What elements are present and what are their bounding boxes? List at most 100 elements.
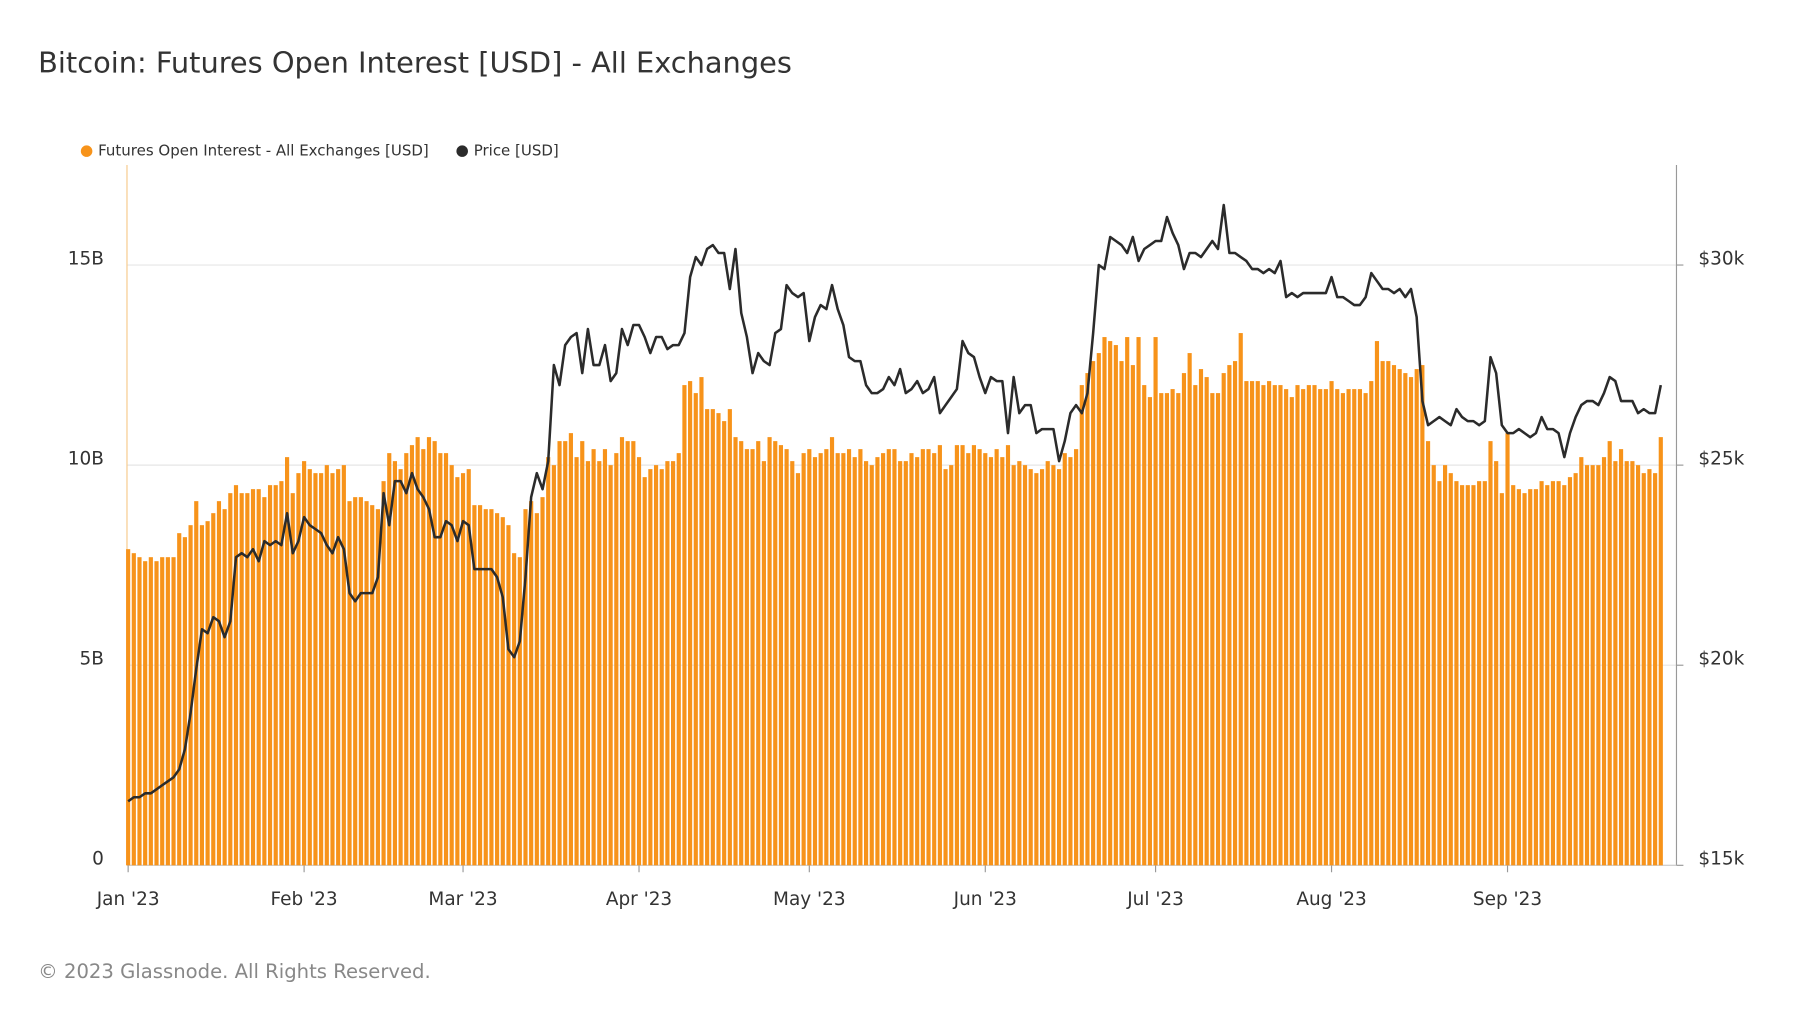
bar — [1596, 465, 1601, 866]
bar — [460, 473, 466, 866]
bar — [1357, 389, 1363, 866]
bar — [756, 441, 761, 866]
bar — [131, 553, 136, 866]
legend-label: Futures Open Interest - All Exchanges [U… — [98, 142, 429, 160]
bar — [1250, 381, 1255, 866]
bar — [1278, 385, 1283, 866]
bar — [1164, 393, 1170, 866]
chart-title: Bitcoin: Futures Open Interest [USD] - A… — [38, 46, 792, 80]
bar — [1238, 333, 1243, 866]
bar — [370, 505, 375, 866]
bar — [1653, 473, 1658, 866]
bar — [1522, 493, 1527, 866]
bar — [1074, 449, 1079, 866]
bar — [773, 441, 778, 866]
bar — [568, 433, 573, 866]
bar — [523, 509, 528, 866]
bar — [239, 493, 244, 866]
bar — [1443, 465, 1448, 866]
bar — [580, 441, 585, 866]
bar — [824, 449, 829, 866]
bar — [256, 489, 261, 866]
bar — [835, 453, 840, 866]
bar — [421, 449, 426, 866]
bar — [1494, 461, 1499, 866]
bar — [1062, 453, 1067, 866]
bar — [1386, 361, 1391, 866]
bar — [807, 449, 812, 866]
bar — [608, 465, 613, 866]
x-tick-label: Jul '23 — [1126, 889, 1184, 910]
bar — [324, 465, 329, 866]
bar — [302, 461, 307, 866]
bar — [341, 465, 346, 866]
y2-tick-label: $20k — [1698, 648, 1744, 669]
bar — [165, 557, 170, 866]
bar — [1232, 361, 1238, 866]
bar — [636, 457, 642, 866]
bar — [602, 449, 608, 866]
bar — [1471, 485, 1476, 866]
bar — [1403, 373, 1408, 866]
bar — [517, 557, 522, 866]
bar — [1618, 449, 1624, 866]
bar — [1147, 397, 1152, 866]
bar — [1142, 385, 1147, 866]
bar — [1079, 385, 1084, 866]
bar — [1613, 461, 1618, 866]
bar — [1119, 361, 1124, 866]
bar — [551, 465, 556, 866]
x-tick-label: Sep '23 — [1473, 889, 1542, 910]
bar — [653, 465, 659, 866]
bar — [920, 449, 925, 866]
bar — [1187, 353, 1192, 866]
bar — [1210, 393, 1215, 866]
bar — [1045, 461, 1050, 866]
bar — [1380, 361, 1385, 866]
bar — [375, 509, 380, 866]
bar — [137, 557, 142, 866]
bar — [1272, 385, 1277, 866]
bar — [1460, 485, 1465, 866]
bar — [898, 461, 903, 866]
bar — [966, 453, 971, 866]
bar — [1437, 481, 1442, 866]
bar — [404, 453, 409, 866]
x-tick-label: Aug '23 — [1296, 889, 1366, 910]
bar — [1096, 353, 1101, 866]
bar — [506, 525, 511, 866]
bar — [1125, 337, 1130, 866]
bar — [676, 453, 681, 866]
bar — [625, 441, 630, 866]
bar — [529, 501, 534, 866]
bar — [171, 557, 176, 866]
y-tick-label: 15B — [68, 248, 104, 269]
bar — [336, 469, 341, 866]
bar — [472, 505, 477, 866]
bar — [892, 449, 897, 866]
bar — [614, 453, 619, 866]
bar — [512, 553, 517, 866]
bar — [1204, 377, 1209, 866]
bar — [1607, 441, 1612, 866]
bar — [1011, 465, 1016, 866]
bar — [790, 461, 795, 866]
bar — [841, 453, 846, 866]
bar — [216, 501, 222, 866]
bar — [177, 533, 182, 866]
bar — [699, 377, 704, 866]
bar — [915, 457, 920, 866]
bar — [194, 501, 199, 866]
bar — [1227, 365, 1232, 866]
bar — [574, 457, 579, 866]
bar — [546, 457, 551, 866]
bar — [143, 561, 148, 866]
bar — [1431, 465, 1436, 866]
bar — [1601, 457, 1607, 866]
bar — [1193, 385, 1198, 866]
bar — [659, 469, 664, 866]
bar — [682, 385, 687, 866]
bar — [273, 485, 278, 866]
bar — [665, 461, 670, 866]
